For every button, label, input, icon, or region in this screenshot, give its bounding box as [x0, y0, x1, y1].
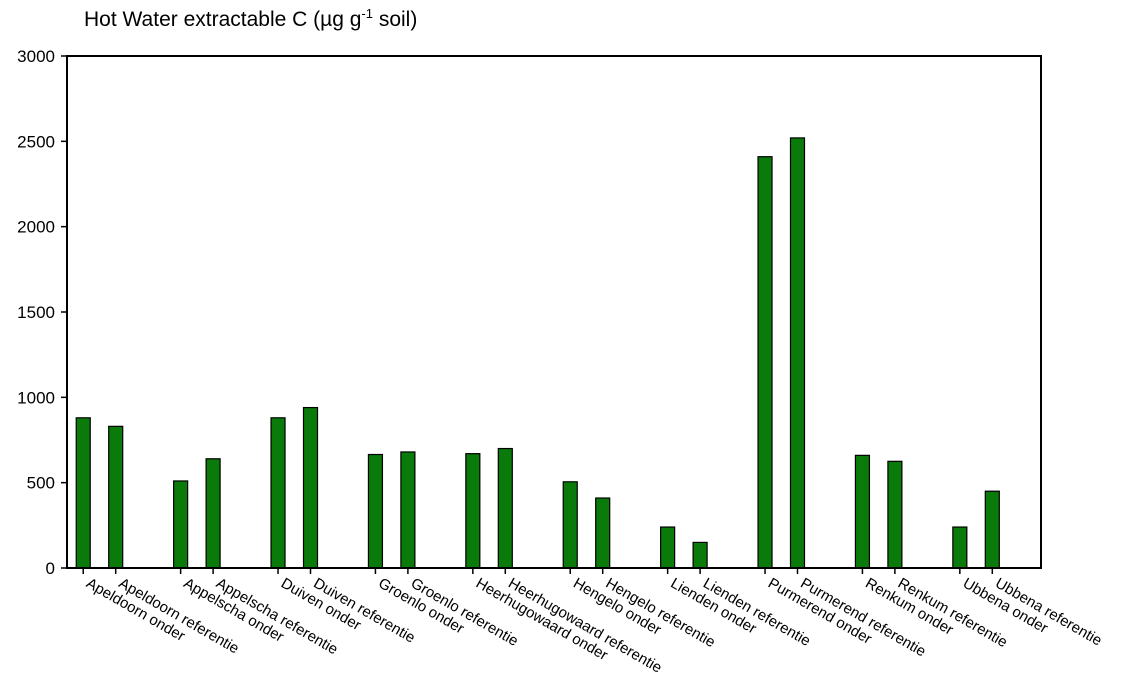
y-tick-label: 500	[27, 474, 55, 493]
bar	[887, 460, 903, 569]
y-axis: 0 500 1000 1500 2000 2500 3000	[17, 47, 67, 578]
bar	[789, 137, 806, 569]
bar	[692, 541, 708, 569]
bar	[497, 447, 513, 569]
bar	[75, 417, 91, 569]
chart-title: Hot Water extractable C (µg g-1 soil)	[84, 6, 417, 32]
bar	[595, 497, 611, 569]
bar	[367, 453, 384, 569]
y-tick-label: 0	[46, 559, 55, 578]
y-tick-label: 2500	[17, 132, 55, 151]
bar	[173, 480, 189, 569]
bar	[952, 526, 968, 569]
y-tick-label: 2000	[17, 218, 55, 237]
chart-title-main: Hot Water extractable C (µg g	[84, 8, 362, 31]
chart-title-superscript: -1	[361, 6, 373, 21]
bar	[465, 453, 481, 569]
bar	[205, 458, 221, 569]
plot-frame	[66, 55, 1042, 569]
bar	[400, 451, 416, 569]
bar	[660, 526, 676, 569]
bar	[562, 481, 578, 569]
chart-title-end: soil)	[372, 8, 418, 31]
bar	[108, 425, 124, 569]
bars-group	[75, 137, 1000, 569]
bar	[757, 156, 773, 569]
bar	[984, 490, 1000, 569]
y-tick-label: 1000	[17, 388, 55, 407]
y-tick-label: 1500	[17, 303, 55, 322]
y-tick-label: 3000	[17, 47, 55, 66]
bar	[270, 417, 286, 569]
bar	[854, 454, 871, 569]
bar	[302, 406, 319, 569]
